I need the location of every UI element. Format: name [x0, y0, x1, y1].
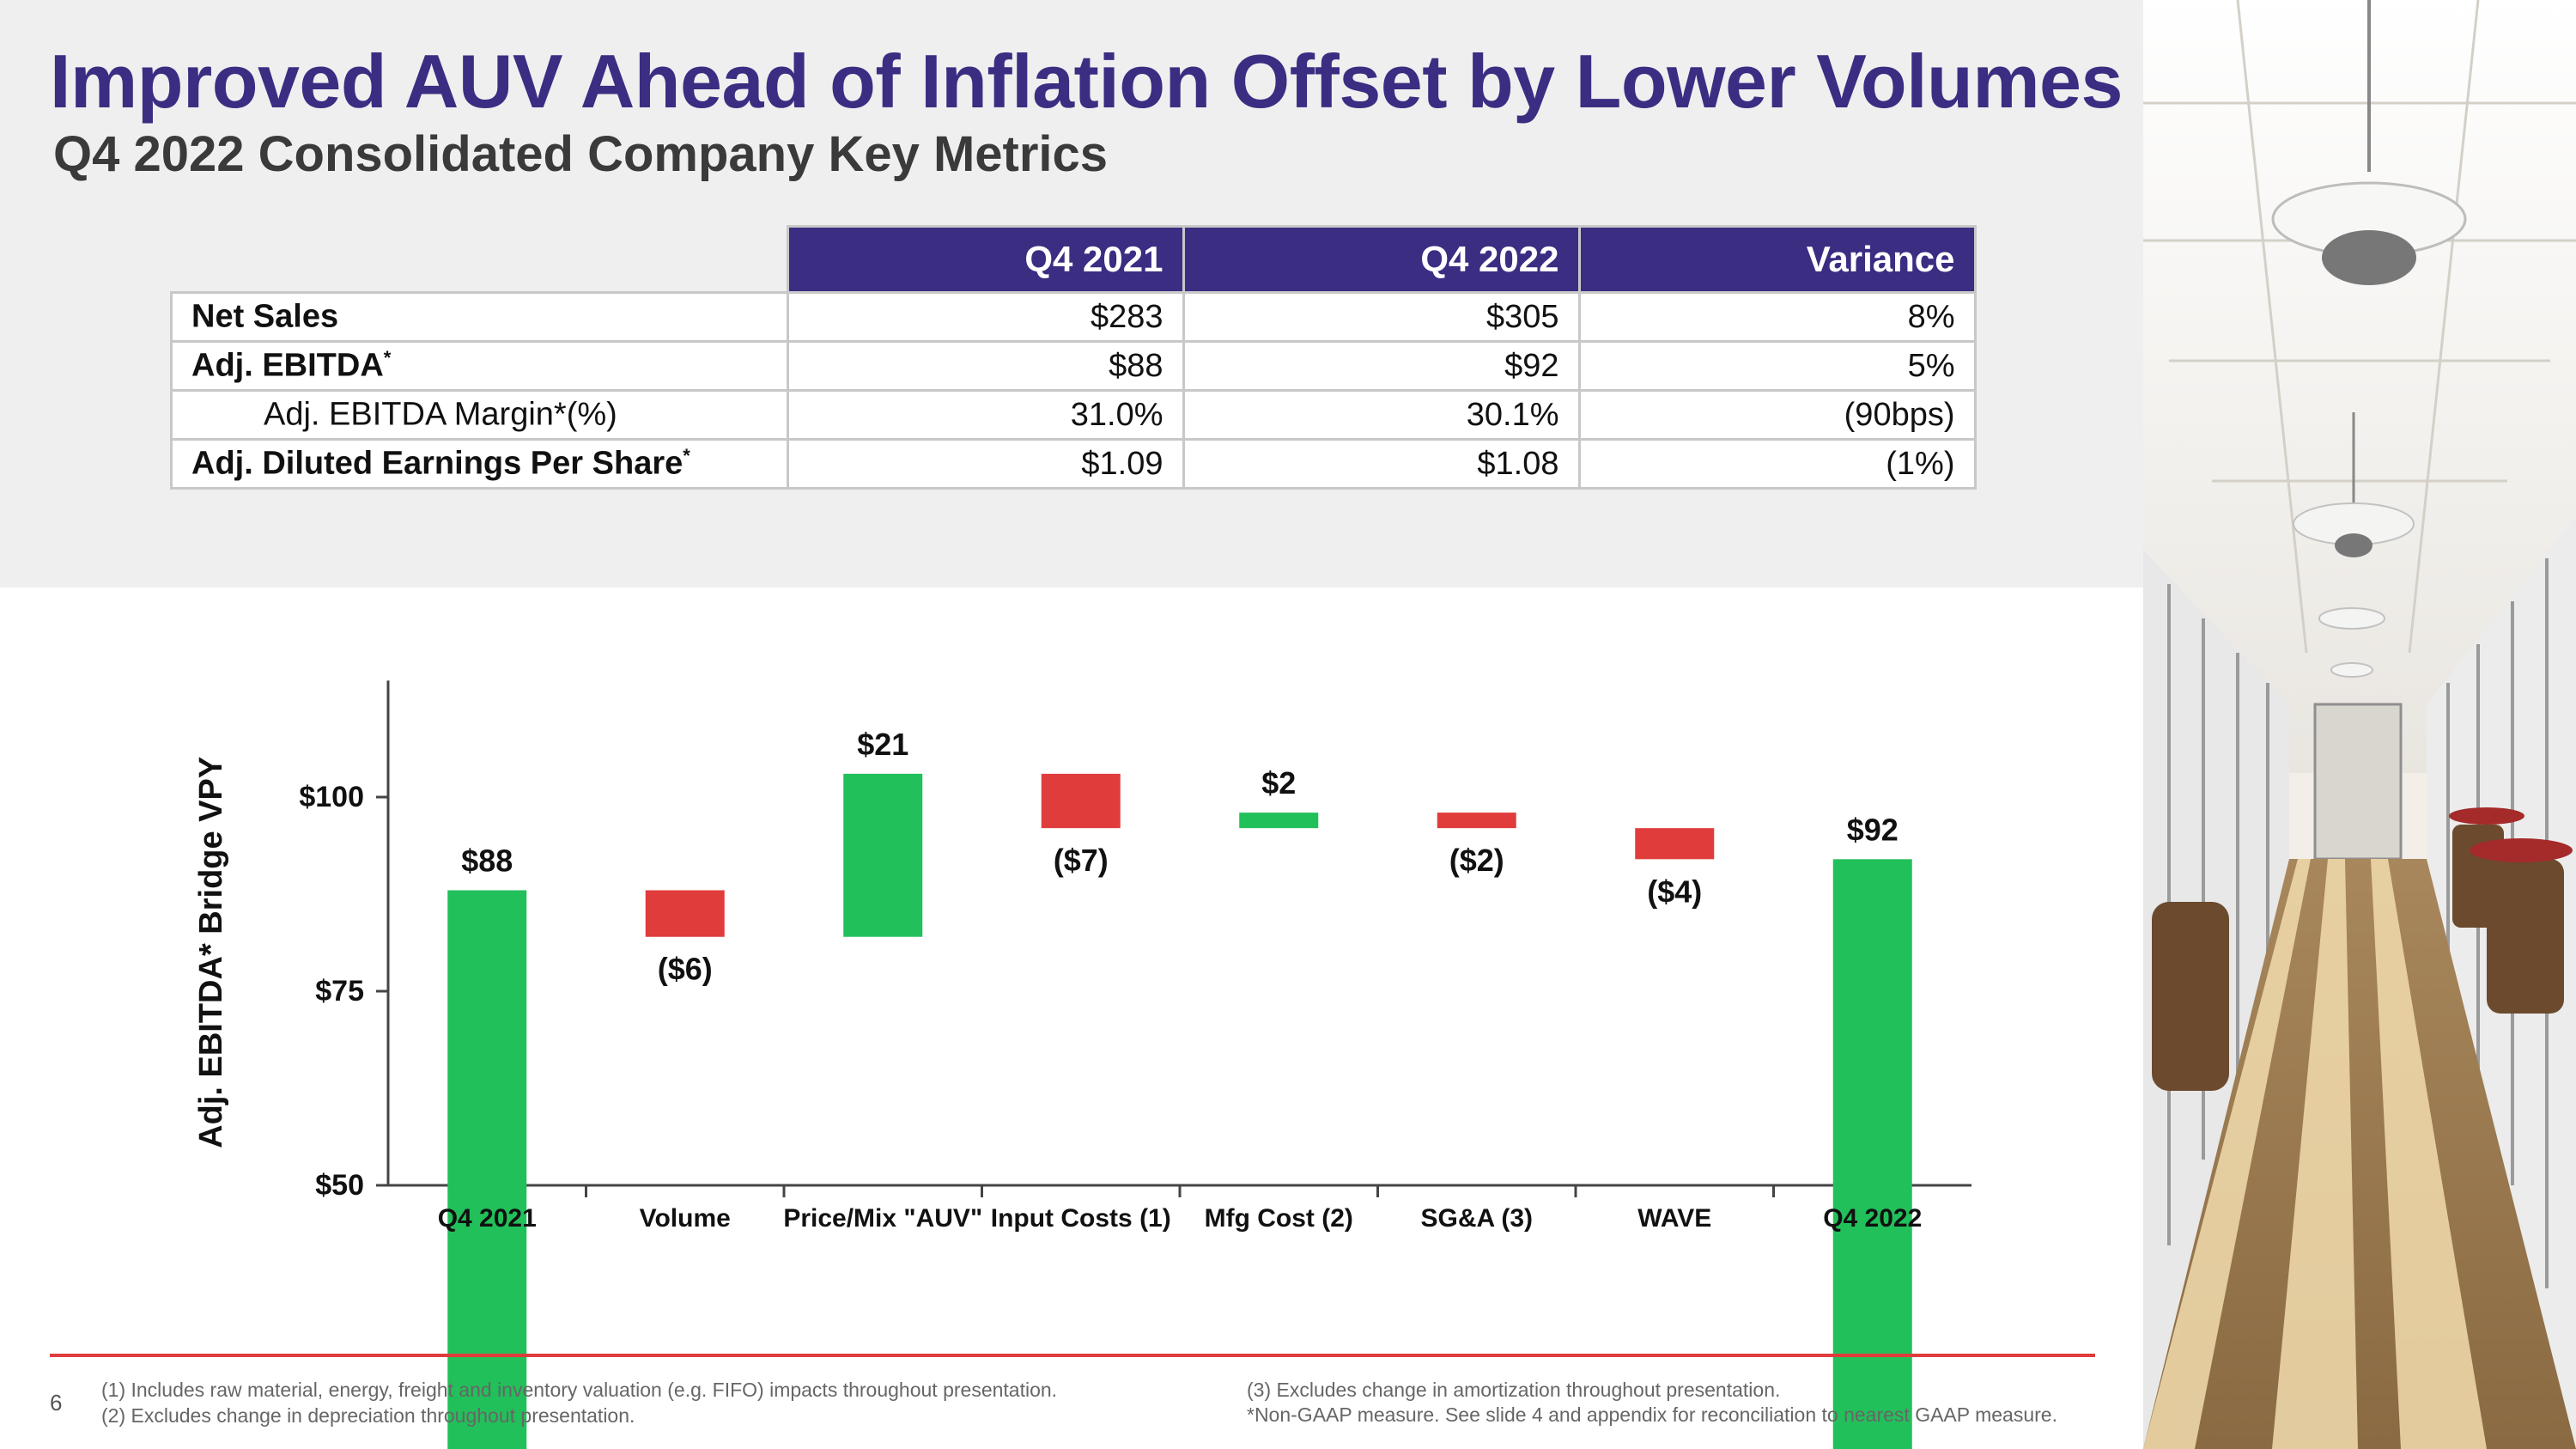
- page-number: 6: [50, 1390, 63, 1416]
- x-category-label: WAVE: [1637, 1204, 1711, 1233]
- footnote-2: (2) Excludes change in depreciation thro…: [101, 1404, 635, 1427]
- x-category-label: Volume: [640, 1204, 731, 1233]
- footnote-1: (1) Includes raw material, energy, freig…: [101, 1379, 1058, 1401]
- waterfall-bar: [1041, 773, 1121, 829]
- cell-q4-2022: 30.1%: [1182, 389, 1581, 441]
- y-tick-label: $100: [299, 781, 364, 813]
- footer-divider: [50, 1354, 2095, 1357]
- cafeteria-hallway-photo: [2143, 0, 2576, 1449]
- waterfall-bar: [1635, 828, 1715, 860]
- x-category-label: Input Costs (1): [991, 1204, 1171, 1233]
- cell-q4-2021: $283: [786, 291, 1185, 343]
- y-tick-label: $50: [315, 1169, 364, 1202]
- bar-value-label: ($7): [1054, 843, 1109, 878]
- x-category-label: Q4 2022: [1823, 1204, 1922, 1233]
- footnote-3: (3) Excludes change in amortization thro…: [1247, 1379, 1781, 1401]
- bar-value-label: $88: [461, 843, 513, 878]
- waterfall-bar: [843, 773, 923, 937]
- x-category-label: SG&A (3): [1420, 1204, 1533, 1233]
- bar-value-label: ($6): [658, 952, 713, 987]
- cell-q4-2021: $1.09: [786, 438, 1185, 490]
- cell-q4-2022: $305: [1182, 291, 1581, 343]
- waterfall-bar: [1437, 813, 1516, 829]
- cell-q4-2021: 31.0%: [786, 389, 1185, 441]
- bar-value-label: ($2): [1449, 843, 1504, 878]
- x-category-label: Q4 2021: [438, 1204, 537, 1233]
- bar-value-label: $92: [1847, 812, 1899, 847]
- waterfall-bar: [1832, 859, 1912, 1449]
- y-axis-label: Adj. EBITDA* Bridge VPY: [193, 757, 229, 1148]
- waterfall-bar: [447, 890, 527, 1449]
- table-row: Adj. EBITDA* $88 $92 5%: [170, 340, 1977, 392]
- cell-variance: (1%): [1577, 438, 1977, 490]
- table-row: Adj. EBITDA Margin*(%) 31.0% 30.1% (90bp…: [170, 389, 1977, 441]
- bar-value-label: $21: [857, 727, 908, 762]
- ebitda-bridge-waterfall-chart: $50 $75 $100 Adj. EBITDA* Bridge VPY $88 Q4 2…: [193, 680, 1971, 1449]
- slide-title: Improved AUV Ahead of Inflation Offset b…: [50, 39, 2123, 124]
- cell-q4-2022: $1.08: [1182, 438, 1581, 490]
- slide-subtitle: Q4 2022 Consolidated Company Key Metrics: [53, 126, 1109, 182]
- row-label: Net Sales: [170, 291, 789, 343]
- cell-variance: 8%: [1577, 291, 1977, 343]
- cell-variance: 5%: [1577, 340, 1977, 392]
- y-tick-label: $75: [315, 975, 364, 1008]
- row-label: Adj. EBITDA*: [170, 340, 789, 392]
- x-category-label: Mfg Cost (2): [1205, 1204, 1353, 1233]
- cell-q4-2022: $92: [1182, 340, 1581, 392]
- cell-variance: (90bps): [1577, 389, 1977, 441]
- cell-q4-2021: $88: [786, 340, 1185, 392]
- key-metrics-table: Q4 2021 Q4 2022 Variance Net Sales $283 …: [170, 225, 1977, 490]
- table-header-variance: Variance: [1577, 225, 1977, 294]
- bar-value-label: ($4): [1647, 874, 1702, 909]
- table-row: Adj. Diluted Earnings Per Share* $1.09 $…: [170, 438, 1977, 490]
- bar-value-label: $2: [1261, 765, 1296, 801]
- waterfall-bar: [645, 890, 725, 937]
- row-label: Adj. EBITDA Margin*(%): [170, 389, 789, 441]
- waterfall-bar: [1239, 813, 1319, 829]
- row-label: Adj. Diluted Earnings Per Share*: [170, 438, 789, 490]
- table-header-q4-2022: Q4 2022: [1182, 225, 1581, 294]
- table-header-row: Q4 2021 Q4 2022 Variance: [172, 225, 1977, 294]
- x-category-label: Price/Mix "AUV": [783, 1204, 982, 1233]
- table-header-q4-2021: Q4 2021: [786, 225, 1185, 294]
- table-row: Net Sales $283 $305 8%: [170, 291, 1977, 343]
- footnote-4: *Non-GAAP measure. See slide 4 and appen…: [1247, 1403, 2057, 1426]
- table-header-blank: [172, 227, 788, 293]
